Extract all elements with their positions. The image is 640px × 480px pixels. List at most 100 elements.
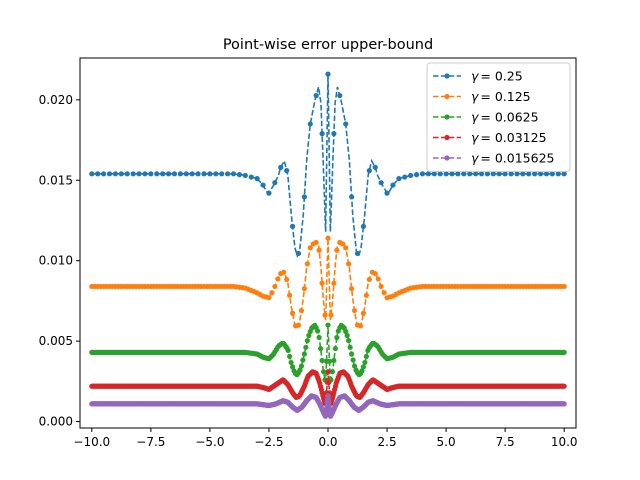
legend-label-value: = 0.125	[480, 89, 530, 104]
data-point	[269, 290, 275, 296]
data-point	[384, 190, 390, 196]
series-3	[89, 369, 567, 407]
data-point	[183, 171, 189, 177]
data-point	[307, 121, 313, 127]
legend-marker	[444, 93, 450, 100]
data-point	[171, 171, 178, 177]
data-point	[561, 401, 567, 407]
data-point	[201, 171, 207, 177]
data-point	[101, 171, 107, 177]
plot-area	[79, 57, 577, 429]
series-0	[89, 71, 567, 259]
data-point	[298, 307, 305, 314]
data-point	[543, 171, 550, 177]
data-point	[496, 171, 502, 177]
legend-label-symbol: γ	[471, 69, 479, 84]
data-point	[112, 171, 119, 177]
data-point	[89, 171, 95, 177]
legend-item: γ = 0.125	[433, 89, 531, 104]
y-axis: 0.000 0.005 0.010 0.015 0.020	[39, 93, 80, 429]
data-point	[455, 171, 461, 177]
data-point	[285, 347, 291, 353]
data-point	[284, 276, 290, 283]
data-point	[390, 182, 396, 188]
data-point	[236, 172, 243, 178]
data-point	[354, 250, 361, 257]
data-point	[295, 250, 302, 257]
data-point	[359, 368, 365, 374]
data-point	[343, 245, 349, 251]
data-point	[378, 283, 384, 290]
data-point	[304, 337, 310, 344]
data-point	[431, 171, 437, 177]
legend-item: γ = 0.015625	[433, 151, 555, 166]
data-point	[325, 71, 331, 77]
data-point	[337, 92, 343, 99]
data-point	[331, 357, 337, 364]
data-point	[278, 164, 284, 170]
y-tick-label: 0.020	[39, 93, 73, 107]
data-point	[260, 182, 266, 188]
data-point	[320, 369, 327, 375]
x-tick-label: −2.5	[254, 435, 283, 449]
data-point	[289, 310, 296, 316]
data-point	[319, 280, 325, 286]
data-point	[478, 171, 485, 177]
data-point	[366, 276, 372, 283]
data-point	[213, 171, 219, 177]
data-point	[514, 171, 520, 177]
data-point	[349, 194, 355, 200]
data-point	[301, 285, 307, 292]
data-point	[304, 261, 310, 267]
legend-label-symbol: γ	[471, 110, 479, 125]
legend-label-value: = 0.015625	[480, 151, 554, 166]
data-point	[316, 247, 322, 253]
data-point	[449, 171, 455, 177]
data-point	[95, 171, 101, 177]
data-point	[350, 357, 356, 363]
data-point	[561, 283, 567, 290]
data-point	[402, 174, 408, 180]
data-point	[461, 171, 467, 177]
x-tick-label: 5.0	[437, 435, 456, 449]
data-point	[160, 171, 166, 177]
data-point	[319, 131, 325, 137]
data-point	[329, 369, 336, 375]
data-point	[313, 92, 319, 99]
legend-label-symbol: γ	[471, 151, 479, 166]
data-point	[306, 332, 312, 339]
data-point	[340, 241, 346, 247]
legend-label: γ = 0.25	[471, 69, 523, 84]
y-tick-label: 0.010	[39, 254, 73, 268]
legend-item: γ = 0.25	[433, 69, 523, 84]
data-point	[419, 171, 426, 177]
data-point	[561, 349, 567, 355]
data-point	[297, 367, 303, 373]
data-point	[325, 235, 331, 241]
legend-label: γ = 0.015625	[471, 151, 555, 166]
data-point	[360, 310, 367, 316]
data-point	[334, 247, 340, 253]
data-point	[298, 363, 305, 369]
data-point	[195, 171, 201, 177]
data-point	[301, 351, 307, 357]
data-point	[537, 171, 544, 177]
x-tick-label: −5.0	[195, 435, 224, 449]
data-point	[165, 171, 172, 177]
y-tick-label: 0.015	[39, 173, 73, 187]
data-point	[467, 171, 473, 177]
data-point	[325, 369, 331, 375]
legend-label-value: = 0.0625	[480, 110, 538, 125]
data-point	[219, 171, 225, 177]
series-2	[89, 322, 567, 384]
data-point	[378, 180, 384, 186]
data-point	[490, 171, 496, 177]
data-point	[437, 171, 443, 177]
data-point	[396, 176, 402, 182]
data-point	[322, 312, 328, 318]
data-point	[532, 171, 538, 177]
data-point	[357, 323, 364, 329]
legend-marker	[444, 73, 450, 79]
x-tick-label: −7.5	[136, 435, 165, 449]
